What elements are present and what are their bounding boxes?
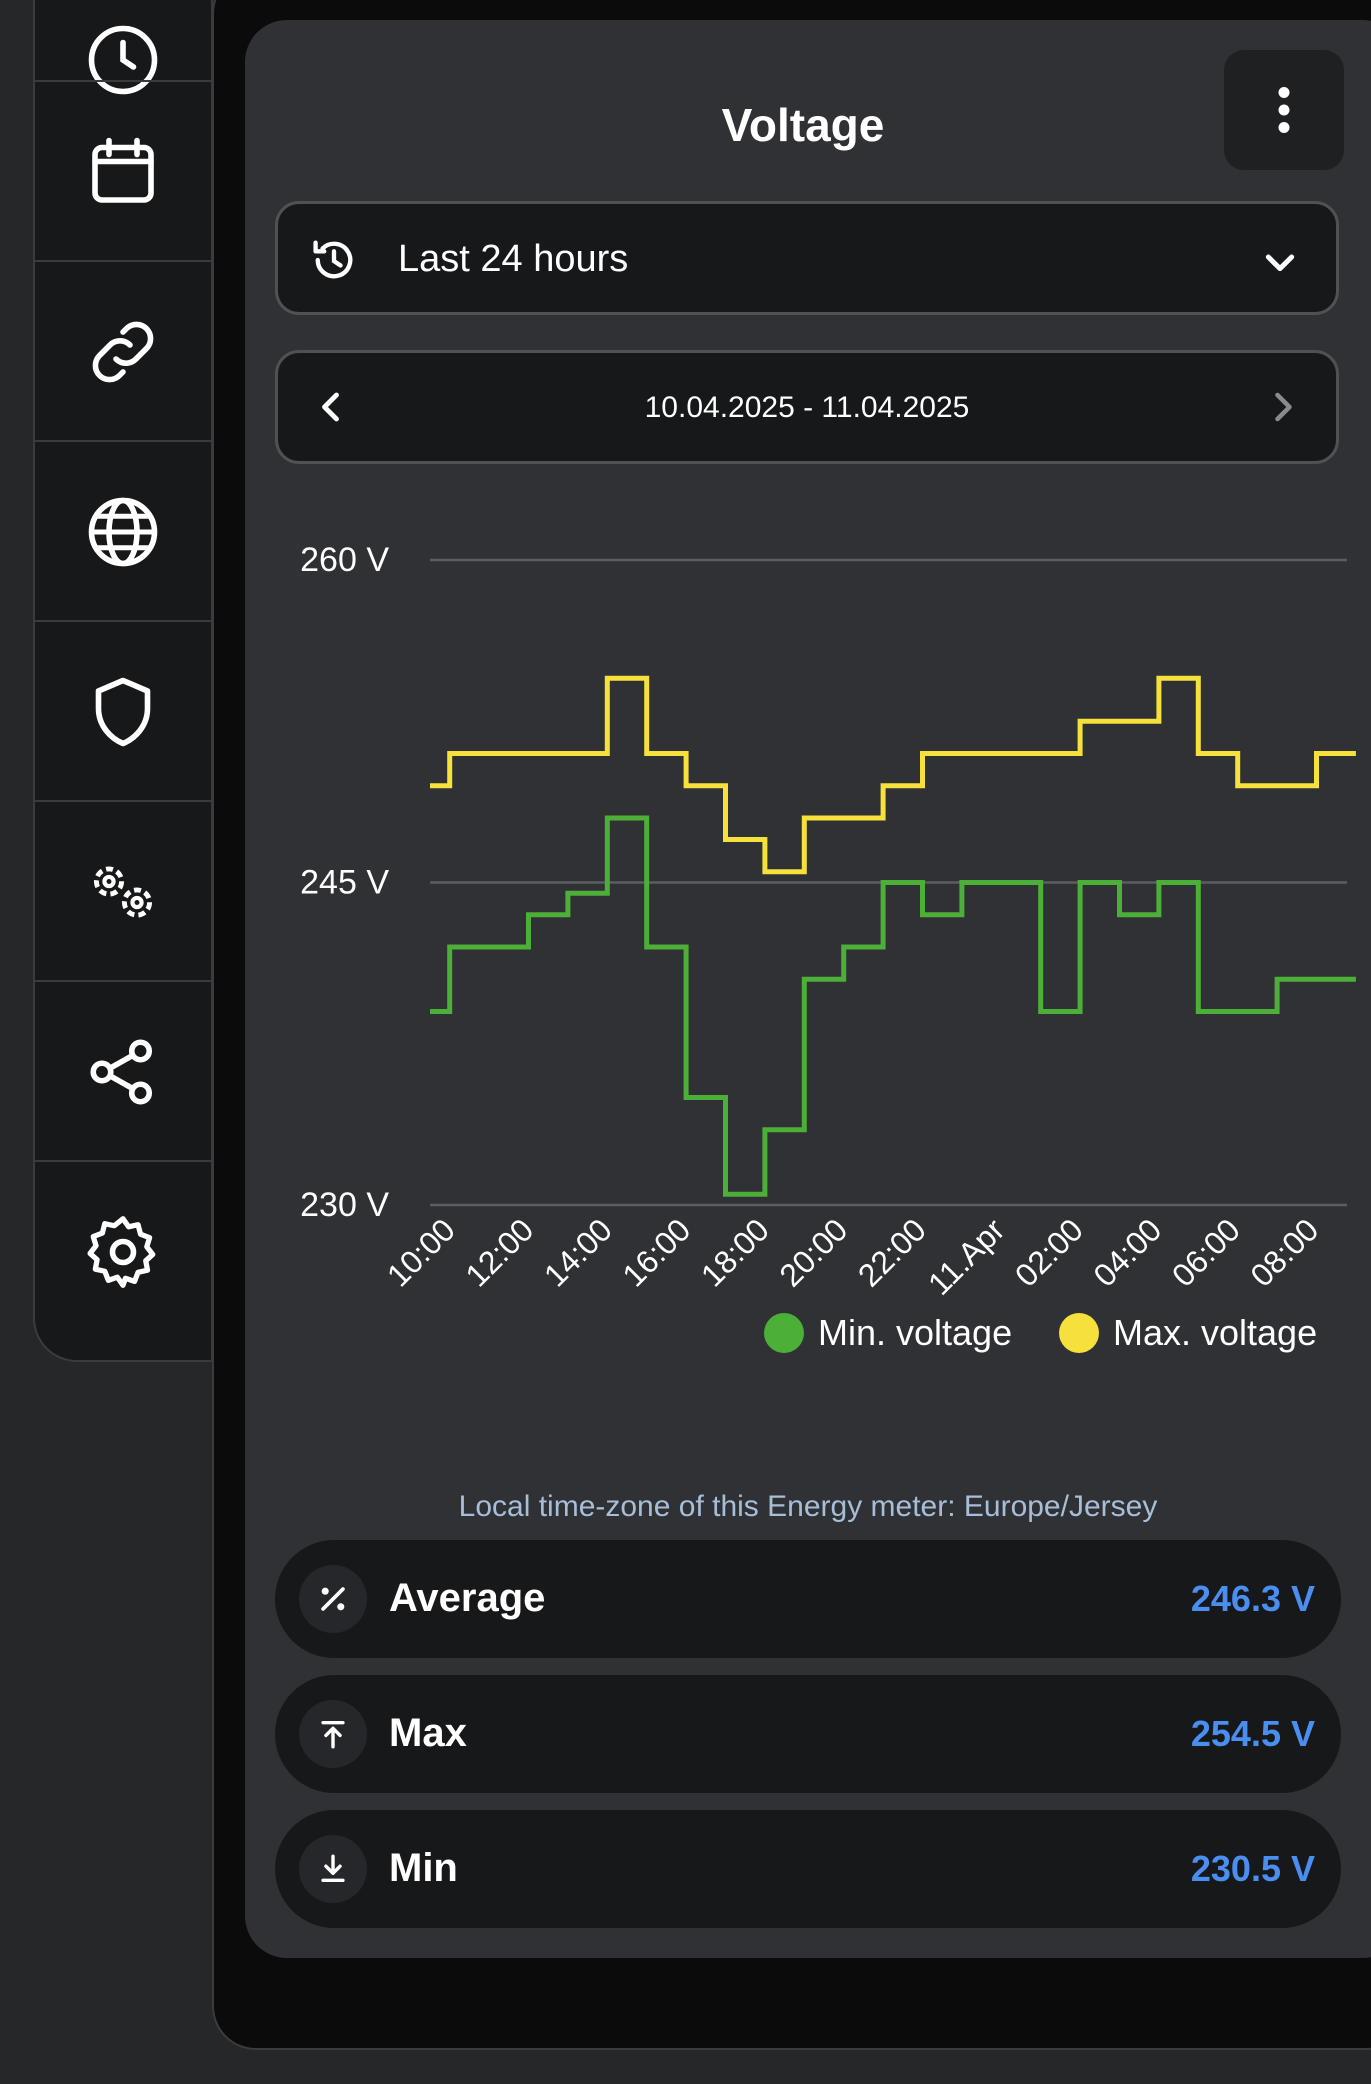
x-tick-label: 04:00 [1086, 1211, 1168, 1293]
y-tick-label: 230 V [300, 1186, 389, 1224]
stat-label: Max [389, 1711, 467, 1755]
next-period-button[interactable] [1250, 375, 1314, 439]
stat-label: Min [389, 1846, 458, 1890]
stat-icon-container [299, 1835, 367, 1903]
x-tick-label: 12:00 [458, 1211, 540, 1293]
stat-label: Average [389, 1576, 546, 1620]
voltage-chart: 230 V 245 V 260 V 10:0012:0014:0016:0018:00… [300, 541, 1356, 1353]
x-tick-label: 14:00 [537, 1211, 619, 1293]
x-tick-label: 08:00 [1243, 1211, 1325, 1293]
more-options-button[interactable] [1224, 50, 1344, 170]
x-tick-label: 20:00 [772, 1211, 854, 1293]
stat-icon-container [299, 1565, 367, 1633]
stat-value: 246.3 V [1190, 1578, 1315, 1619]
chevron-down-icon [1265, 254, 1295, 272]
y-tick-label: 245 V [300, 864, 389, 902]
x-tick-label: 11.Apr [921, 1211, 1012, 1302]
sidebar-item-security[interactable] [35, 620, 211, 802]
x-tick-label: 16:00 [615, 1211, 697, 1293]
previous-period-button[interactable] [300, 375, 364, 439]
link-icon [92, 321, 154, 383]
chevron-right-icon [1275, 392, 1292, 422]
legend-swatch [764, 1313, 804, 1353]
percent-icon [321, 1587, 345, 1611]
globe-icon [88, 497, 158, 567]
calendar-icon [92, 137, 154, 203]
sidebar-item-network[interactable] [35, 440, 211, 622]
series-line-max [430, 675, 1356, 875]
voltage-card: Voltage Last 24 hours 10.04.2025 - 11.04… [245, 20, 1371, 1958]
time-range-select[interactable]: Last 24 hours [275, 201, 1339, 315]
sidebar-item-share[interactable] [35, 980, 211, 1162]
settings-icon [87, 1216, 156, 1288]
sidebar-item-advanced[interactable] [35, 800, 211, 982]
sidebar-item-calendar[interactable] [35, 80, 211, 262]
sidebar-item-settings[interactable] [35, 1160, 211, 1342]
gears-icon [93, 866, 153, 918]
date-range-label: 10.04.2025 - 11.04.2025 [644, 391, 970, 424]
x-tick-label: 10:00 [380, 1211, 462, 1293]
stat-icon-container [299, 1700, 367, 1768]
legend-label: Min. voltage [818, 1312, 1012, 1353]
stat-min: Min 230.5 V [275, 1810, 1341, 1928]
stat-value: 254.5 V [1190, 1713, 1315, 1754]
history-icon [313, 240, 353, 279]
chevron-left-icon [322, 392, 339, 422]
date-range-navigator: 10.04.2025 - 11.04.2025 [275, 350, 1339, 464]
stat-value: 230.5 V [1190, 1848, 1315, 1889]
x-tick-label: 18:00 [694, 1211, 776, 1293]
side-nav [33, 0, 213, 1362]
card-title: Voltage [721, 99, 885, 151]
shield-icon [95, 677, 151, 747]
download-icon [321, 1854, 345, 1883]
stat-average: Average 246.3 V [275, 1540, 1341, 1658]
x-tick-label: 02:00 [1008, 1211, 1090, 1293]
timezone-note: Local time-zone of this Energy meter: Eu… [458, 1490, 1158, 1523]
sidebar-item-link[interactable] [35, 260, 211, 442]
x-tick-label: 22:00 [851, 1211, 933, 1293]
stat-max: Max 254.5 V [275, 1675, 1341, 1793]
legend-label: Max. voltage [1113, 1312, 1317, 1353]
series-line-min [430, 815, 1356, 1197]
arrow-up-to-line-icon [321, 1720, 345, 1749]
legend-swatch [1059, 1313, 1099, 1353]
more-vertical-icon [1278, 87, 1290, 133]
share-icon [90, 1039, 153, 1105]
clock-icon [88, 25, 158, 95]
time-range-value: Last 24 hours [398, 238, 629, 280]
y-tick-label: 260 V [300, 541, 389, 579]
x-tick-label: 06:00 [1165, 1211, 1247, 1293]
sidebar-item-history[interactable] [35, 0, 211, 160]
